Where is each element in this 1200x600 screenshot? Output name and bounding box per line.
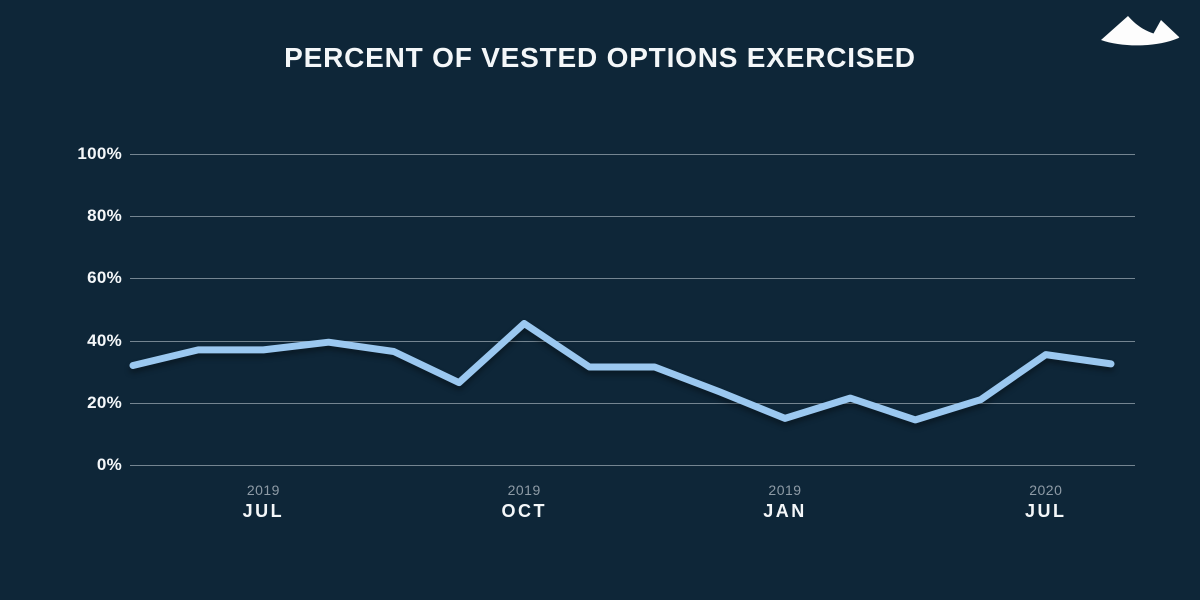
data-series-line — [129, 320, 1115, 424]
x-tick-label: 2020 JUL — [976, 482, 1116, 522]
y-tick-label: 60% — [87, 268, 122, 288]
x-tick-month: JUL — [1025, 501, 1067, 521]
x-tick-month: OCT — [501, 501, 547, 521]
x-tick-year: 2020 — [1029, 482, 1063, 498]
x-tick-month: JAN — [763, 501, 807, 521]
gridline — [130, 402, 1135, 404]
x-tick-label: 2019 JUL — [193, 482, 333, 522]
y-tick-label: 20% — [87, 392, 122, 412]
gridline — [130, 278, 1135, 280]
x-tick-month: JUL — [242, 501, 285, 521]
y-tick-label: 0% — [96, 455, 122, 474]
x-tick-year: 2019 — [507, 482, 541, 498]
gridline — [130, 340, 1135, 342]
x-tick-label: 2019 OCT — [454, 482, 594, 522]
mountains-icon — [1101, 16, 1180, 46]
chart-title: PERCENT OF VESTED OPTIONS EXERCISED — [284, 42, 916, 73]
y-tick-label: 80% — [87, 206, 122, 226]
gridline — [130, 154, 1135, 155]
gridline — [130, 465, 1135, 466]
x-tick-year: 2019 — [768, 482, 802, 498]
gridline — [130, 216, 1135, 218]
x-tick-label: 2019 JAN — [715, 482, 855, 522]
y-tick-label: 100% — [77, 144, 122, 163]
y-tick-label: 40% — [87, 330, 122, 350]
x-tick-year: 2019 — [246, 482, 280, 498]
